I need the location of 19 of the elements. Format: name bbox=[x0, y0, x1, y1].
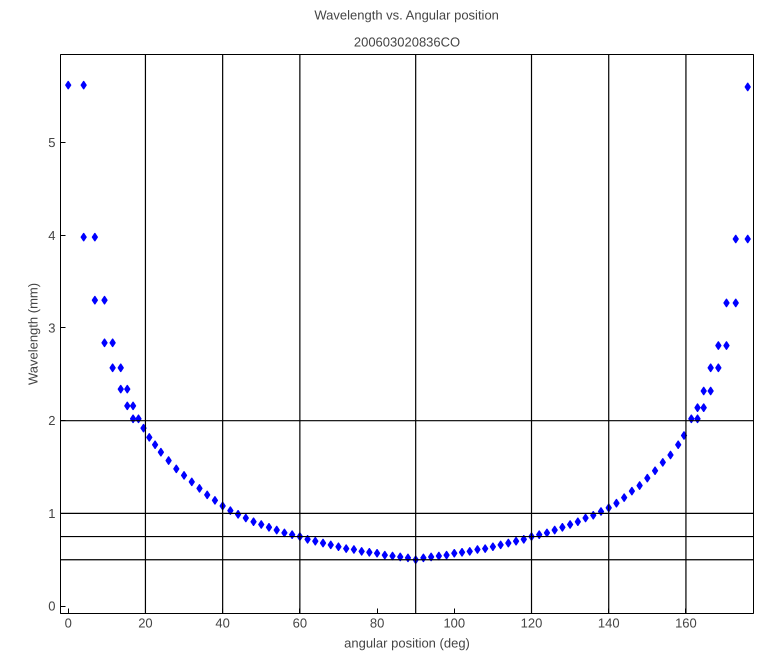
x-tick-label: 60 bbox=[292, 616, 308, 630]
x-tick-label: 80 bbox=[370, 616, 384, 630]
chart-title: Wavelength vs. Angular position bbox=[314, 8, 499, 22]
y-tick-label: 4 bbox=[48, 228, 56, 243]
y-tick-label: 3 bbox=[48, 320, 56, 336]
x-tick-label: 140 bbox=[598, 616, 620, 630]
x-tick-label: 40 bbox=[215, 616, 230, 630]
x-tick-label: 100 bbox=[443, 616, 466, 630]
x-tick-label: 20 bbox=[138, 616, 153, 630]
y-tick-label: 1 bbox=[48, 506, 56, 521]
chart-subtitle: 200603020836CO bbox=[354, 34, 460, 50]
y-tick-label: 5 bbox=[48, 135, 56, 150]
x-tick-label: 160 bbox=[675, 616, 697, 630]
y-axis-title: Wavelength (mm) bbox=[25, 282, 40, 386]
x-tick-label: 0 bbox=[64, 616, 72, 630]
y-tick-label: 0 bbox=[48, 598, 56, 614]
y-tick-label: 2 bbox=[48, 413, 56, 428]
x-axis-title: angular position (deg) bbox=[344, 636, 470, 650]
x-tick-label: 120 bbox=[520, 616, 542, 630]
